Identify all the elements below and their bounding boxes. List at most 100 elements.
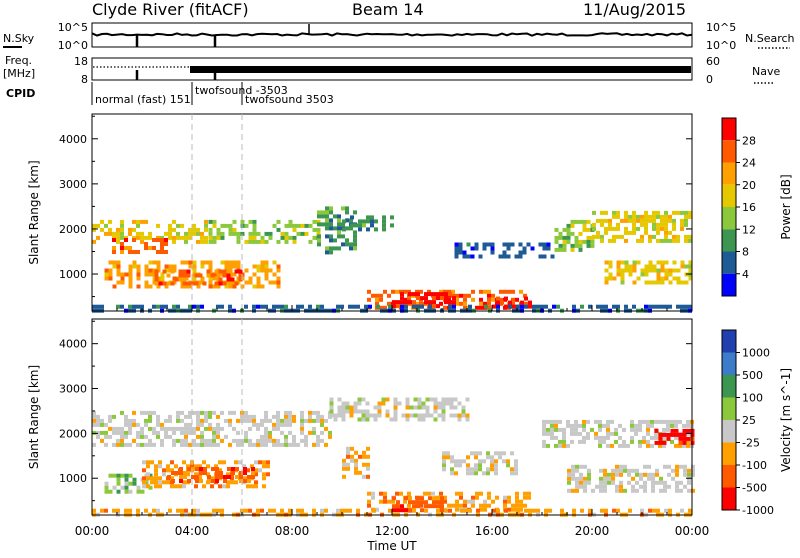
echo-cell bbox=[444, 292, 448, 297]
echo-cell bbox=[172, 264, 177, 269]
echo-cell bbox=[292, 223, 297, 228]
echo-cell bbox=[519, 499, 523, 504]
echo-cell bbox=[272, 223, 277, 228]
echo-cell bbox=[128, 227, 132, 232]
echo-cell bbox=[144, 434, 148, 439]
echo-cell bbox=[128, 418, 132, 423]
echo-cell bbox=[466, 471, 470, 476]
echo-cell bbox=[429, 397, 434, 402]
echo-cell bbox=[136, 272, 141, 277]
echo-cell bbox=[567, 488, 571, 493]
echo-cell bbox=[404, 300, 408, 305]
echo-cell bbox=[449, 413, 454, 418]
echo-cell bbox=[647, 476, 651, 481]
echo-cell bbox=[196, 418, 200, 423]
echo-cell bbox=[463, 301, 467, 306]
echo-cell bbox=[636, 214, 640, 219]
echo-cell bbox=[408, 496, 412, 501]
echo-cell bbox=[232, 410, 236, 415]
echo-cell bbox=[140, 410, 144, 415]
echo-cell bbox=[104, 268, 109, 273]
echo-cell bbox=[154, 277, 159, 282]
echo-cell bbox=[611, 476, 615, 481]
echo-cell bbox=[536, 508, 540, 513]
echo-cell bbox=[441, 397, 446, 402]
echo-cell bbox=[204, 239, 208, 244]
echo-cell bbox=[407, 491, 411, 496]
echo-cell bbox=[562, 239, 567, 244]
echo-cell bbox=[272, 280, 277, 285]
echo-cell bbox=[658, 436, 663, 441]
echo-cell bbox=[212, 410, 216, 415]
echo-cell bbox=[387, 499, 391, 504]
echo-cell bbox=[604, 230, 608, 235]
echo-cell bbox=[684, 234, 688, 239]
echo-cell bbox=[116, 239, 120, 244]
echo-cell bbox=[433, 409, 438, 414]
echo-cell bbox=[652, 304, 656, 309]
echo-cell bbox=[196, 414, 200, 419]
echo-cell bbox=[184, 231, 188, 236]
echo-cell bbox=[128, 426, 132, 431]
echo-cell bbox=[264, 442, 268, 447]
echo-cell bbox=[660, 218, 664, 223]
echo-cell bbox=[575, 480, 579, 485]
echo-cell bbox=[156, 304, 160, 309]
echo-cell bbox=[140, 426, 144, 431]
echo-cell bbox=[158, 484, 162, 489]
echo-cell bbox=[218, 269, 223, 274]
echo-cell bbox=[344, 508, 348, 513]
echo-cell bbox=[96, 235, 100, 240]
echo-cell bbox=[148, 473, 153, 478]
echo-cell bbox=[222, 460, 226, 465]
echo-cell bbox=[395, 491, 399, 496]
echo-cell bbox=[140, 430, 144, 435]
echo-cell bbox=[160, 250, 164, 254]
echo-cell bbox=[448, 300, 452, 305]
echo-cell bbox=[186, 281, 191, 286]
echo-cell bbox=[262, 472, 266, 477]
echo-cell bbox=[341, 234, 345, 239]
echo-cell bbox=[412, 292, 416, 297]
echo-cell bbox=[200, 304, 204, 309]
echo-cell bbox=[375, 301, 379, 306]
echo-cell bbox=[132, 260, 137, 265]
echo-cell bbox=[292, 418, 296, 423]
echo-cell bbox=[364, 304, 368, 309]
echo-cell bbox=[284, 442, 288, 447]
echo-cell bbox=[387, 301, 391, 306]
echo-cell bbox=[686, 439, 690, 444]
echo-cell bbox=[116, 426, 120, 431]
echo-cell bbox=[471, 495, 475, 500]
echo-cell bbox=[417, 397, 422, 402]
echo-cell bbox=[604, 276, 609, 281]
echo-cell bbox=[256, 268, 261, 273]
echo-cell bbox=[316, 219, 321, 224]
echo-cell bbox=[639, 472, 643, 477]
echo-cell bbox=[654, 431, 658, 436]
echo-cell bbox=[452, 296, 456, 301]
echo-cell bbox=[164, 426, 168, 431]
echo-cell bbox=[328, 434, 332, 439]
echo-cell bbox=[451, 293, 455, 298]
echo-cell bbox=[622, 439, 626, 444]
echo-cell bbox=[184, 430, 188, 435]
echo-cell bbox=[264, 418, 268, 423]
echo-cell bbox=[554, 423, 558, 428]
echo-cell bbox=[482, 471, 486, 476]
echo-cell bbox=[280, 231, 285, 236]
echo-cell bbox=[453, 413, 458, 418]
echo-cell bbox=[333, 238, 337, 243]
x-tick-label: 00:00 bbox=[675, 524, 710, 538]
echo-cell bbox=[604, 280, 609, 285]
echo-cell bbox=[627, 472, 631, 477]
echo-cell bbox=[329, 238, 333, 243]
echo-cell bbox=[150, 476, 154, 481]
echo-cell bbox=[663, 464, 667, 469]
echo-cell bbox=[684, 210, 688, 215]
echo-cell bbox=[474, 451, 478, 456]
echo-cell bbox=[346, 446, 350, 451]
echo-cell bbox=[683, 468, 687, 473]
echo-cell bbox=[590, 239, 595, 244]
echo-cell bbox=[264, 430, 268, 435]
